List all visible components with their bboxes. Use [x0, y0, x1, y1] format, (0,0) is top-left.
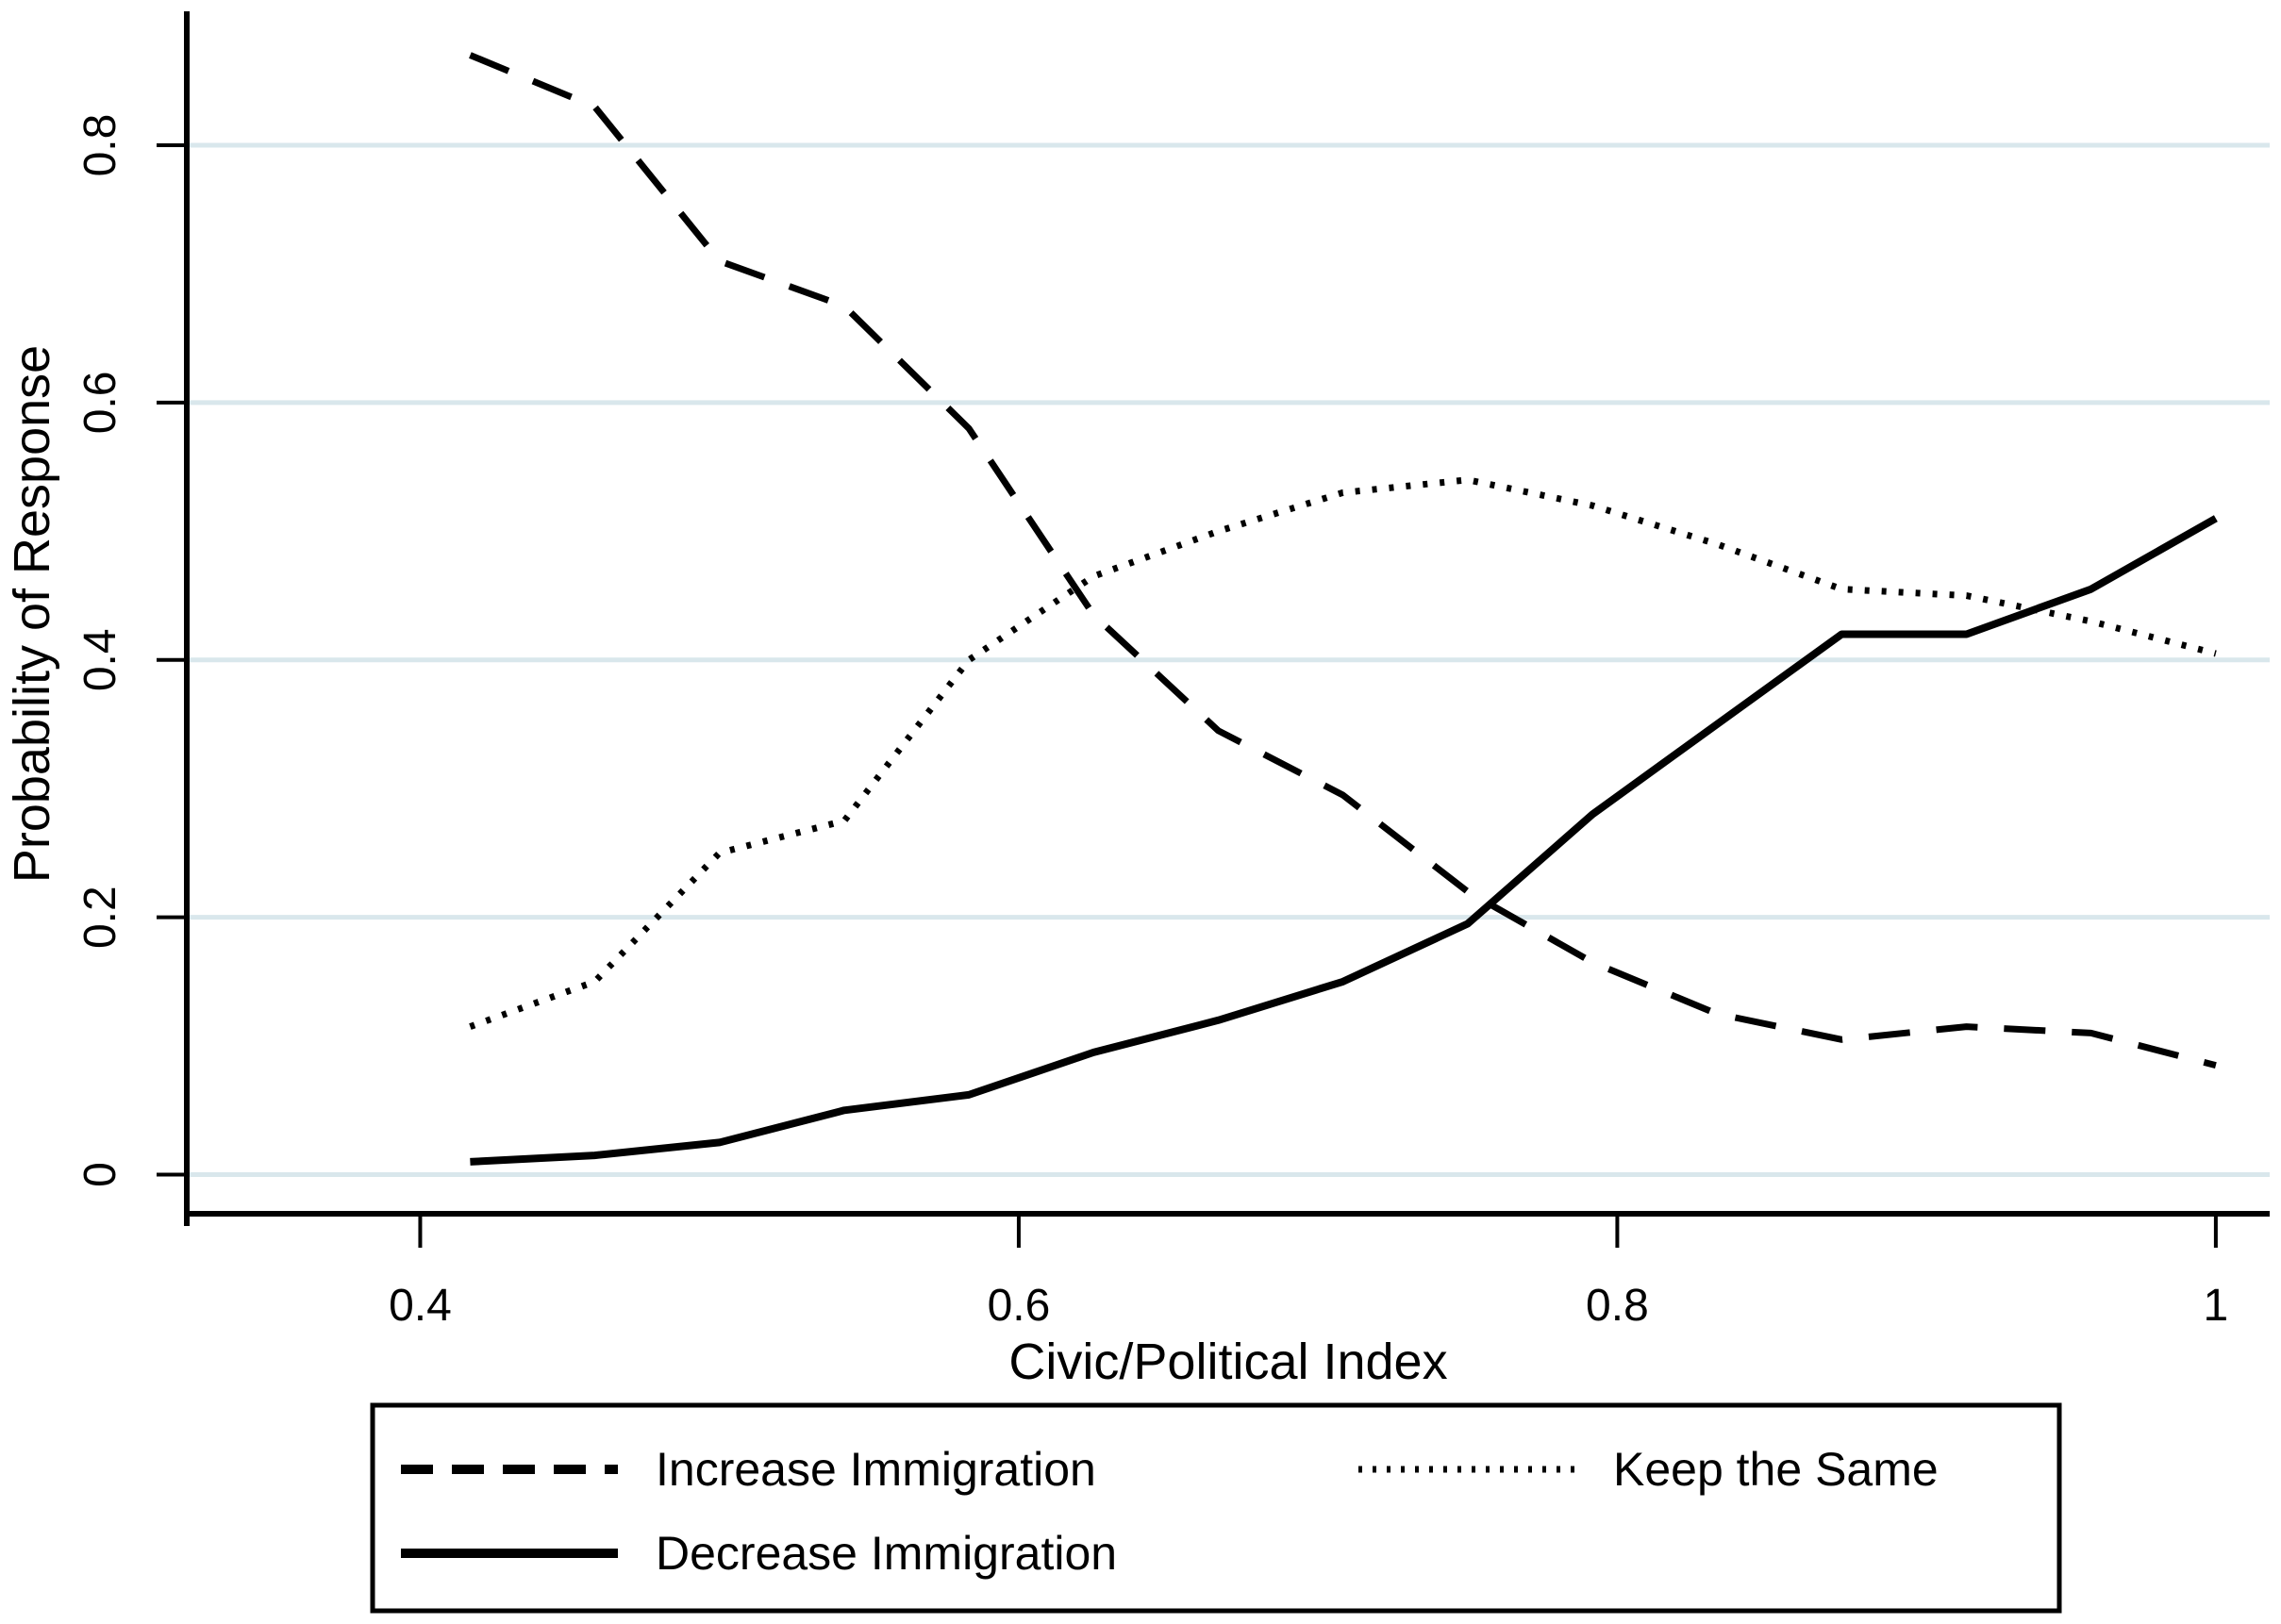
x-tick-label: 0.8	[1586, 1281, 1649, 1331]
x-tick-label: 1	[2204, 1281, 2229, 1331]
legend-box	[370, 1402, 2062, 1614]
series-lines	[469, 52, 2218, 1166]
legend-label: Decrease Immigration	[656, 1527, 1117, 1580]
axes: 0 0.2 0.4 0.6 0.8 0.4 0.6 0.8 1	[75, 11, 2270, 1331]
series-line-increase-immigration	[469, 52, 2217, 1069]
legend-item: Decrease Immigration	[401, 1527, 1117, 1580]
series-line-decrease-immigration	[470, 515, 2218, 1166]
x-tick-label: 0.6	[988, 1281, 1051, 1331]
y-tick-label: 0.8	[75, 114, 125, 177]
y-axis-title: Probability of Response	[4, 345, 60, 883]
x-axis-title: Civic/Political Index	[1008, 1334, 1447, 1390]
legend-item: Increase Immigration	[401, 1443, 1096, 1496]
y-tick-label: 0.4	[75, 628, 125, 691]
y-tick-label: 0	[75, 1162, 125, 1187]
y-tick-label: 0.6	[75, 372, 125, 435]
x-tick-label: 0.4	[389, 1281, 452, 1331]
series-line-keep-the-same	[469, 476, 2217, 1030]
gridlines	[187, 142, 2270, 1178]
legend-item: Keep the Same	[1358, 1443, 1939, 1496]
legend-label: Increase Immigration	[656, 1443, 1096, 1496]
y-tick-label: 0.2	[75, 886, 125, 949]
legend: Increase Immigration Keep the Same Decreas…	[370, 1402, 2062, 1614]
legend-label: Keep the Same	[1613, 1443, 1939, 1496]
